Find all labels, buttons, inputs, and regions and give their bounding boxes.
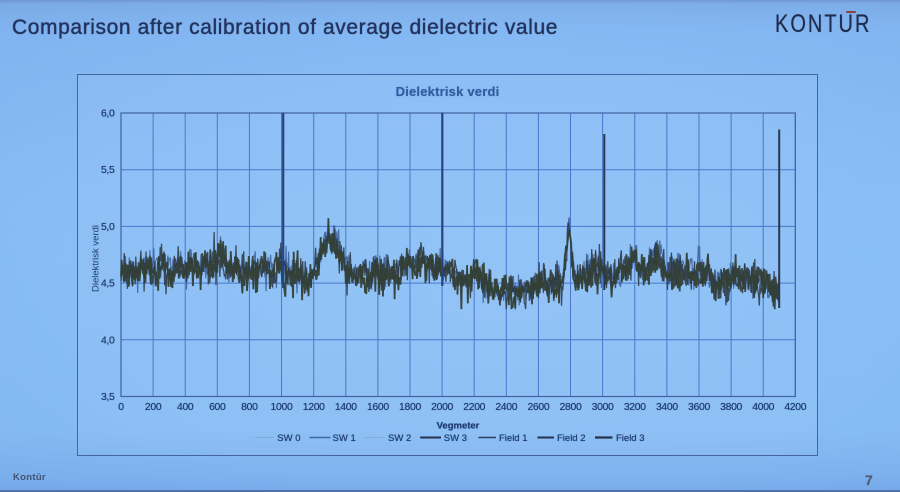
svg-text:1600: 1600 bbox=[367, 402, 389, 413]
svg-text:3,5: 3,5 bbox=[101, 392, 115, 403]
svg-text:Field 1: Field 1 bbox=[499, 433, 528, 444]
svg-text:5,5: 5,5 bbox=[101, 165, 115, 176]
svg-text:SW 2: SW 2 bbox=[388, 433, 411, 444]
svg-text:4000: 4000 bbox=[752, 402, 774, 413]
svg-text:2400: 2400 bbox=[495, 402, 517, 413]
svg-text:5,0: 5,0 bbox=[101, 222, 115, 233]
svg-text:SW 3: SW 3 bbox=[444, 433, 467, 444]
svg-text:6,0: 6,0 bbox=[101, 109, 115, 120]
svg-text:3000: 3000 bbox=[592, 402, 614, 413]
svg-text:200: 200 bbox=[145, 402, 162, 413]
svg-text:1800: 1800 bbox=[399, 402, 421, 413]
svg-text:SW 0: SW 0 bbox=[277, 433, 300, 444]
svg-text:0: 0 bbox=[118, 402, 124, 413]
svg-text:2200: 2200 bbox=[463, 402, 485, 413]
svg-text:1400: 1400 bbox=[335, 402, 357, 413]
svg-text:Field 3: Field 3 bbox=[616, 433, 645, 444]
svg-text:3400: 3400 bbox=[656, 402, 678, 413]
svg-text:4,5: 4,5 bbox=[101, 279, 115, 290]
svg-text:SW 1: SW 1 bbox=[333, 433, 356, 444]
svg-text:4,0: 4,0 bbox=[101, 335, 115, 346]
svg-text:2000: 2000 bbox=[431, 402, 453, 413]
svg-text:Vegmeter: Vegmeter bbox=[437, 421, 480, 432]
svg-text:1200: 1200 bbox=[303, 402, 325, 413]
svg-text:400: 400 bbox=[177, 402, 194, 413]
svg-text:3200: 3200 bbox=[624, 402, 646, 413]
svg-text:3600: 3600 bbox=[688, 402, 710, 413]
svg-text:800: 800 bbox=[241, 402, 258, 413]
svg-text:Field 2: Field 2 bbox=[557, 433, 586, 444]
svg-text:600: 600 bbox=[209, 402, 226, 413]
svg-text:2800: 2800 bbox=[560, 402, 582, 413]
svg-text:1000: 1000 bbox=[271, 402, 293, 413]
svg-text:2600: 2600 bbox=[527, 402, 549, 413]
svg-text:4200: 4200 bbox=[784, 402, 806, 413]
svg-text:3800: 3800 bbox=[720, 402, 742, 413]
